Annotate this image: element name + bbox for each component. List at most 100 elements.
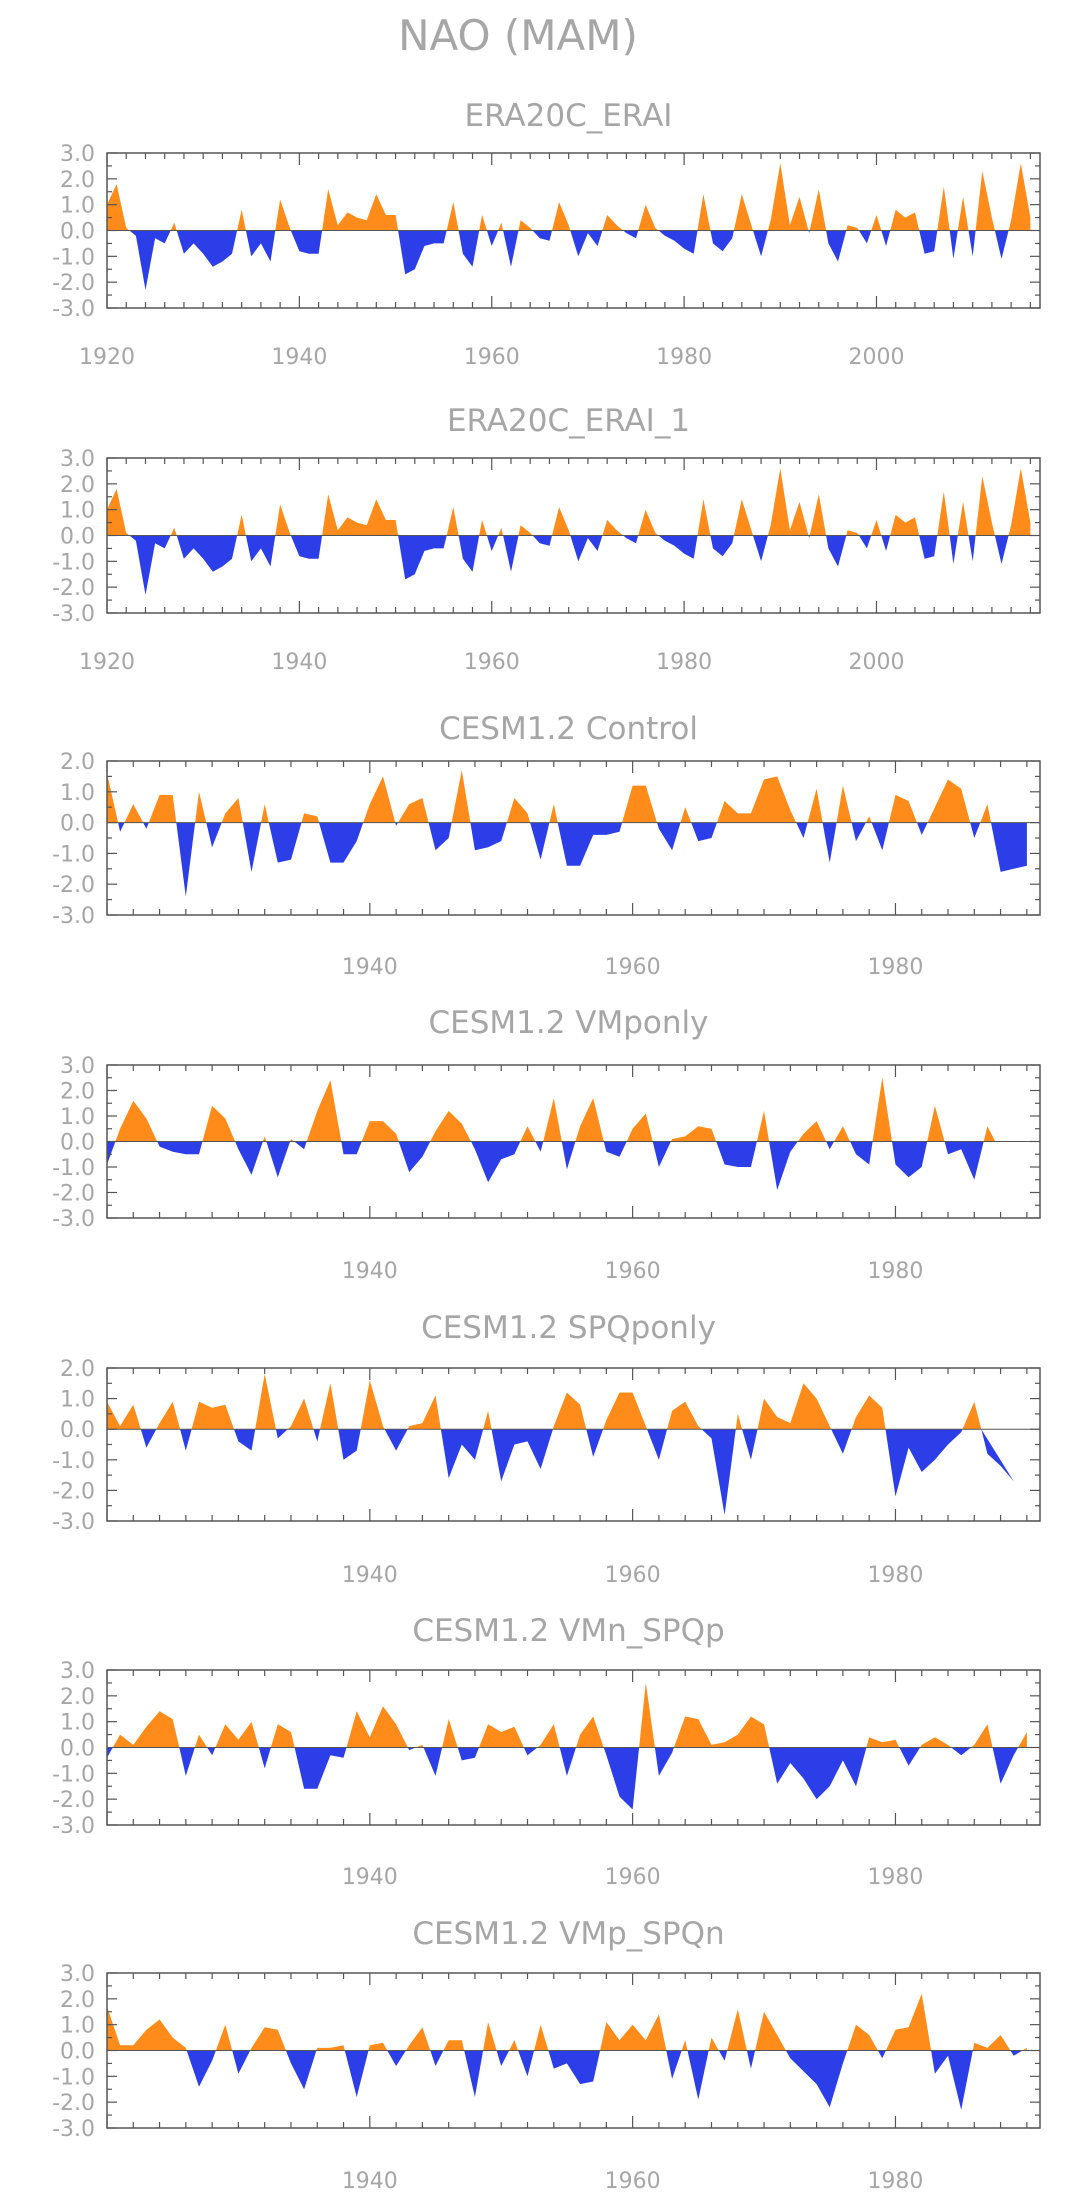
- positive-area: [809, 189, 827, 231]
- negative-area: [931, 2050, 973, 2110]
- negative-area: [769, 1747, 867, 1800]
- negative-area: [458, 535, 480, 572]
- positive-area: [107, 2006, 187, 2051]
- x-tick-label: 1960: [605, 1865, 661, 1890]
- panel-7: CESM1.2 VMp_SPQn 3.02.01.00.0-1.0-2.0-3.0…: [52, 1916, 1041, 2194]
- negative-area: [785, 2050, 848, 2108]
- negative-area: [951, 1747, 971, 1756]
- positive-area: [301, 813, 319, 823]
- negative-area: [319, 822, 364, 863]
- positive-area: [846, 530, 859, 536]
- negative-area: [176, 535, 238, 572]
- negative-area: [535, 1141, 544, 1152]
- y-tick-label: -2.0: [52, 1788, 95, 1813]
- panel-title: CESM1.2 VMponly: [428, 1005, 708, 1041]
- negative-area: [654, 1747, 674, 1776]
- positive-area: [708, 2037, 719, 2051]
- y-tick-label: 0.0: [60, 1737, 95, 1762]
- positive-area: [927, 1105, 945, 1142]
- negative-area: [949, 230, 958, 259]
- positive-area: [885, 1993, 932, 2051]
- positive-area: [107, 489, 130, 536]
- positive-area: [575, 1098, 604, 1142]
- negative-area: [118, 822, 125, 832]
- negative-area: [470, 822, 507, 851]
- positive-area: [262, 1136, 267, 1142]
- positive-area: [836, 785, 852, 823]
- positive-area: [846, 225, 859, 231]
- positive-area: [534, 2024, 549, 2051]
- positive-area: [191, 1401, 234, 1430]
- figure-title: NAO (MAM): [398, 11, 638, 60]
- y-tick-label: -3.0: [52, 1814, 95, 1839]
- y-tick-label: -2.0: [52, 576, 95, 601]
- y-tick-label: 3.0: [60, 1659, 95, 1684]
- positive-area: [170, 222, 177, 231]
- x-tick-label: 1960: [605, 2169, 661, 2194]
- positive-area: [552, 1392, 587, 1430]
- positive-area: [602, 520, 624, 536]
- negative-area: [666, 2050, 682, 2079]
- negative-area: [623, 535, 639, 544]
- x-tick-label: 1960: [605, 955, 661, 980]
- positive-area: [717, 776, 797, 823]
- positive-area: [733, 499, 753, 536]
- negative-area: [290, 230, 323, 254]
- y-tick-label: 3.0: [60, 447, 95, 472]
- negative-area: [157, 1141, 203, 1155]
- negative-area: [407, 1747, 416, 1751]
- negative-area: [234, 1429, 256, 1451]
- positive-area: [275, 199, 291, 231]
- panel-2: ERA20C_ERAI_1 3.02.01.00.0-1.0-2.0-3.0 192…: [52, 403, 1041, 675]
- panel-title: CESM1.2 VMp_SPQn: [412, 1916, 724, 1952]
- negative-area: [258, 1747, 271, 1769]
- negative-area: [344, 2050, 369, 2097]
- positive-area: [237, 209, 246, 231]
- y-tick-label: -3.0: [52, 602, 95, 627]
- x-tick-label: 1980: [867, 1865, 923, 1890]
- y-tick-label: 2.0: [60, 1080, 95, 1105]
- y-tick-label: -1.0: [52, 2065, 95, 2090]
- positive-area: [446, 202, 459, 231]
- panel-4: CESM1.2 VMponly 3.02.01.00.0-1.0-2.0-3.0 1…: [52, 1005, 1041, 1284]
- positive-area: [215, 2024, 233, 2051]
- y-tick-label: 1.0: [60, 1388, 95, 1413]
- positive-area: [306, 1080, 342, 1142]
- panel-title: CESM1.2 Control: [439, 711, 698, 747]
- negative-area: [143, 822, 149, 829]
- positive-area: [937, 186, 950, 231]
- negative-area: [245, 535, 276, 567]
- positive-area: [115, 1100, 158, 1142]
- negative-area: [919, 535, 938, 559]
- positive-area: [756, 1110, 770, 1142]
- y-tick-label: -3.0: [52, 297, 95, 322]
- positive-area: [971, 1724, 993, 1748]
- positive-area: [322, 189, 399, 231]
- negative-area: [395, 822, 398, 826]
- negative-area: [561, 1141, 576, 1170]
- negative-area: [440, 1429, 484, 1479]
- positive-area: [797, 1121, 827, 1142]
- positive-area: [576, 1716, 604, 1748]
- y-tick-label: 3.0: [60, 1054, 95, 1079]
- x-tick-label: 1980: [867, 1563, 923, 1588]
- positive-area: [847, 2024, 878, 2051]
- x-tick-label: 1920: [79, 345, 135, 370]
- negative-area: [753, 535, 768, 562]
- negative-area: [753, 230, 768, 257]
- x-tick-label: 2000: [848, 345, 904, 370]
- x-tick-label: 1980: [867, 2169, 923, 2194]
- negative-area: [129, 535, 171, 595]
- positive-area: [509, 2040, 519, 2051]
- positive-area: [483, 2022, 497, 2051]
- positive-area: [107, 773, 119, 823]
- y-tick-label: 2.0: [60, 168, 95, 193]
- negative-area: [716, 1141, 757, 1167]
- negative-area: [826, 230, 847, 262]
- positive-area: [346, 1706, 408, 1748]
- positive-area: [322, 494, 399, 536]
- positive-area: [520, 1126, 536, 1142]
- positive-area: [871, 215, 882, 231]
- negative-area: [746, 2050, 756, 2069]
- negative-area: [398, 535, 447, 580]
